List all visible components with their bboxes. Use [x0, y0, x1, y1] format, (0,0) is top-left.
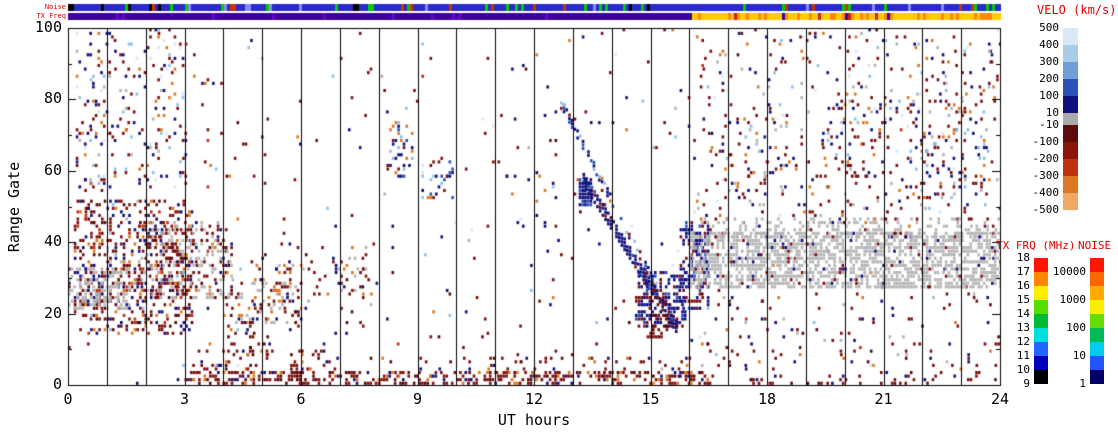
y-tick-label: 40 [43, 232, 62, 251]
txfrq-colorbar-segment [1034, 328, 1048, 342]
velocity-colorbar-segment [1063, 96, 1078, 113]
noise-colorbar-segment [1090, 370, 1104, 384]
noise-strip-label: Noise [44, 3, 66, 11]
noise-colorbar-label: 100 [1066, 321, 1086, 334]
noise-colorbar-segment [1090, 314, 1104, 328]
txfrq-colorbar-label: 10 [1016, 363, 1030, 376]
txfrq-colorbar-label: 16 [1016, 279, 1030, 292]
x-axis-title: UT hours [497, 411, 571, 429]
noise-colorbar-segment [1090, 342, 1104, 356]
velocity-colorbar-label: 500 [1039, 21, 1059, 34]
noise-colorbar-segment [1090, 286, 1104, 300]
velocity-colorbar-segment [1063, 62, 1078, 79]
velocity-colorbar-segment [1063, 193, 1078, 210]
noise-colorbar-segment [1090, 300, 1104, 314]
x-tick-label: 12 [524, 390, 544, 408]
txfrq-colorbar-title: TX FRQ (MHz) [996, 239, 1076, 252]
velocity-colorbar-label: 300 [1039, 55, 1059, 68]
txfrq-colorbar-segment [1034, 342, 1048, 356]
txfrq-colorbar-label: 9 [1023, 377, 1030, 390]
velocity-colorbar-label: 10 [1045, 106, 1059, 119]
y-tick-label: 60 [43, 160, 62, 179]
txfrq-colorbar-segment [1034, 356, 1048, 370]
velocity-colorbar-segment [1063, 142, 1078, 159]
txfrq-colorbar-segment [1034, 286, 1048, 300]
noise-colorbar-title: NOISE [1078, 239, 1112, 252]
y-tick-label: 100 [34, 18, 62, 36]
noise-colorbar-segment [1090, 258, 1104, 272]
noise-colorbar [1090, 258, 1104, 384]
noise-colorbar-label: 10 [1072, 349, 1086, 362]
velocity-colorbar-segment [1063, 28, 1078, 45]
x-tick-label: 18 [757, 390, 777, 408]
txfrq-colorbar-segment [1034, 314, 1048, 328]
velocity-colorbar-label: -300 [1032, 169, 1060, 182]
velocity-colorbar-label: 100 [1039, 89, 1059, 102]
velocity-colorbar-label: -100 [1032, 135, 1060, 148]
x-tick-label: 15 [641, 390, 660, 408]
velocity-colorbar-segment [1063, 45, 1078, 62]
noise-colorbar-label: 1000 [1059, 293, 1087, 306]
velocity-colorbar-label: 200 [1039, 72, 1059, 85]
x-tick-label: 0 [63, 390, 73, 408]
velocity-colorbar-label: -200 [1032, 152, 1060, 165]
txfrq-colorbar-label: 14 [1016, 307, 1030, 320]
y-tick-label: 20 [43, 303, 62, 322]
x-tick-label: 3 [179, 390, 190, 408]
noise-colorbar-segment [1090, 272, 1104, 286]
txfrq-colorbar-label: 15 [1016, 293, 1030, 306]
velocity-colorbar-label: -500 [1032, 203, 1060, 216]
velocity-colorbar-segment [1063, 113, 1078, 125]
velocity-colorbar [1063, 28, 1078, 210]
noise-colorbar-segment [1090, 356, 1104, 370]
txfrq-colorbar-segment [1034, 300, 1048, 314]
txfrq-colorbar-label: 12 [1016, 335, 1030, 348]
txfrq-colorbar-label: 13 [1016, 321, 1030, 334]
txfrq-colorbar-segment [1034, 258, 1048, 272]
y-axis-title: Range Gate [5, 161, 23, 253]
noise-colorbar-label: 10000 [1052, 265, 1086, 278]
velocity-colorbar-segment [1063, 159, 1078, 176]
velocity-colorbar-label: -10 [1039, 118, 1059, 131]
x-tick-label: 24 [990, 390, 1010, 408]
x-tick-label: 9 [412, 390, 423, 408]
velocity-colorbar-segment [1063, 79, 1078, 96]
velocity-colorbar-segment [1063, 176, 1078, 193]
velocity-colorbar-label: -400 [1032, 186, 1060, 199]
x-tick-label: 6 [296, 390, 306, 408]
x-tick-label: 21 [874, 390, 893, 408]
txfreq-strip-label: TX Freq [36, 12, 66, 20]
velocity-colorbar-title: VELO (km/s) [1037, 3, 1117, 17]
txfrq-colorbar-segment [1034, 272, 1048, 286]
txfrq-colorbar-label: 18 [1016, 251, 1030, 264]
txfrq-colorbar-label: 11 [1016, 349, 1030, 362]
txfrq-colorbar [1034, 258, 1048, 384]
noise-colorbar-label: 1 [1079, 377, 1086, 390]
noise-colorbar-segment [1090, 328, 1104, 342]
velocity-colorbar-label: 400 [1039, 38, 1059, 51]
velocity-colorbar-segment [1063, 125, 1078, 142]
y-tick-label: 0 [52, 375, 62, 393]
txfrq-colorbar-label: 17 [1016, 265, 1030, 278]
y-tick-label: 80 [43, 89, 62, 108]
txfrq-colorbar-segment [1034, 370, 1048, 384]
